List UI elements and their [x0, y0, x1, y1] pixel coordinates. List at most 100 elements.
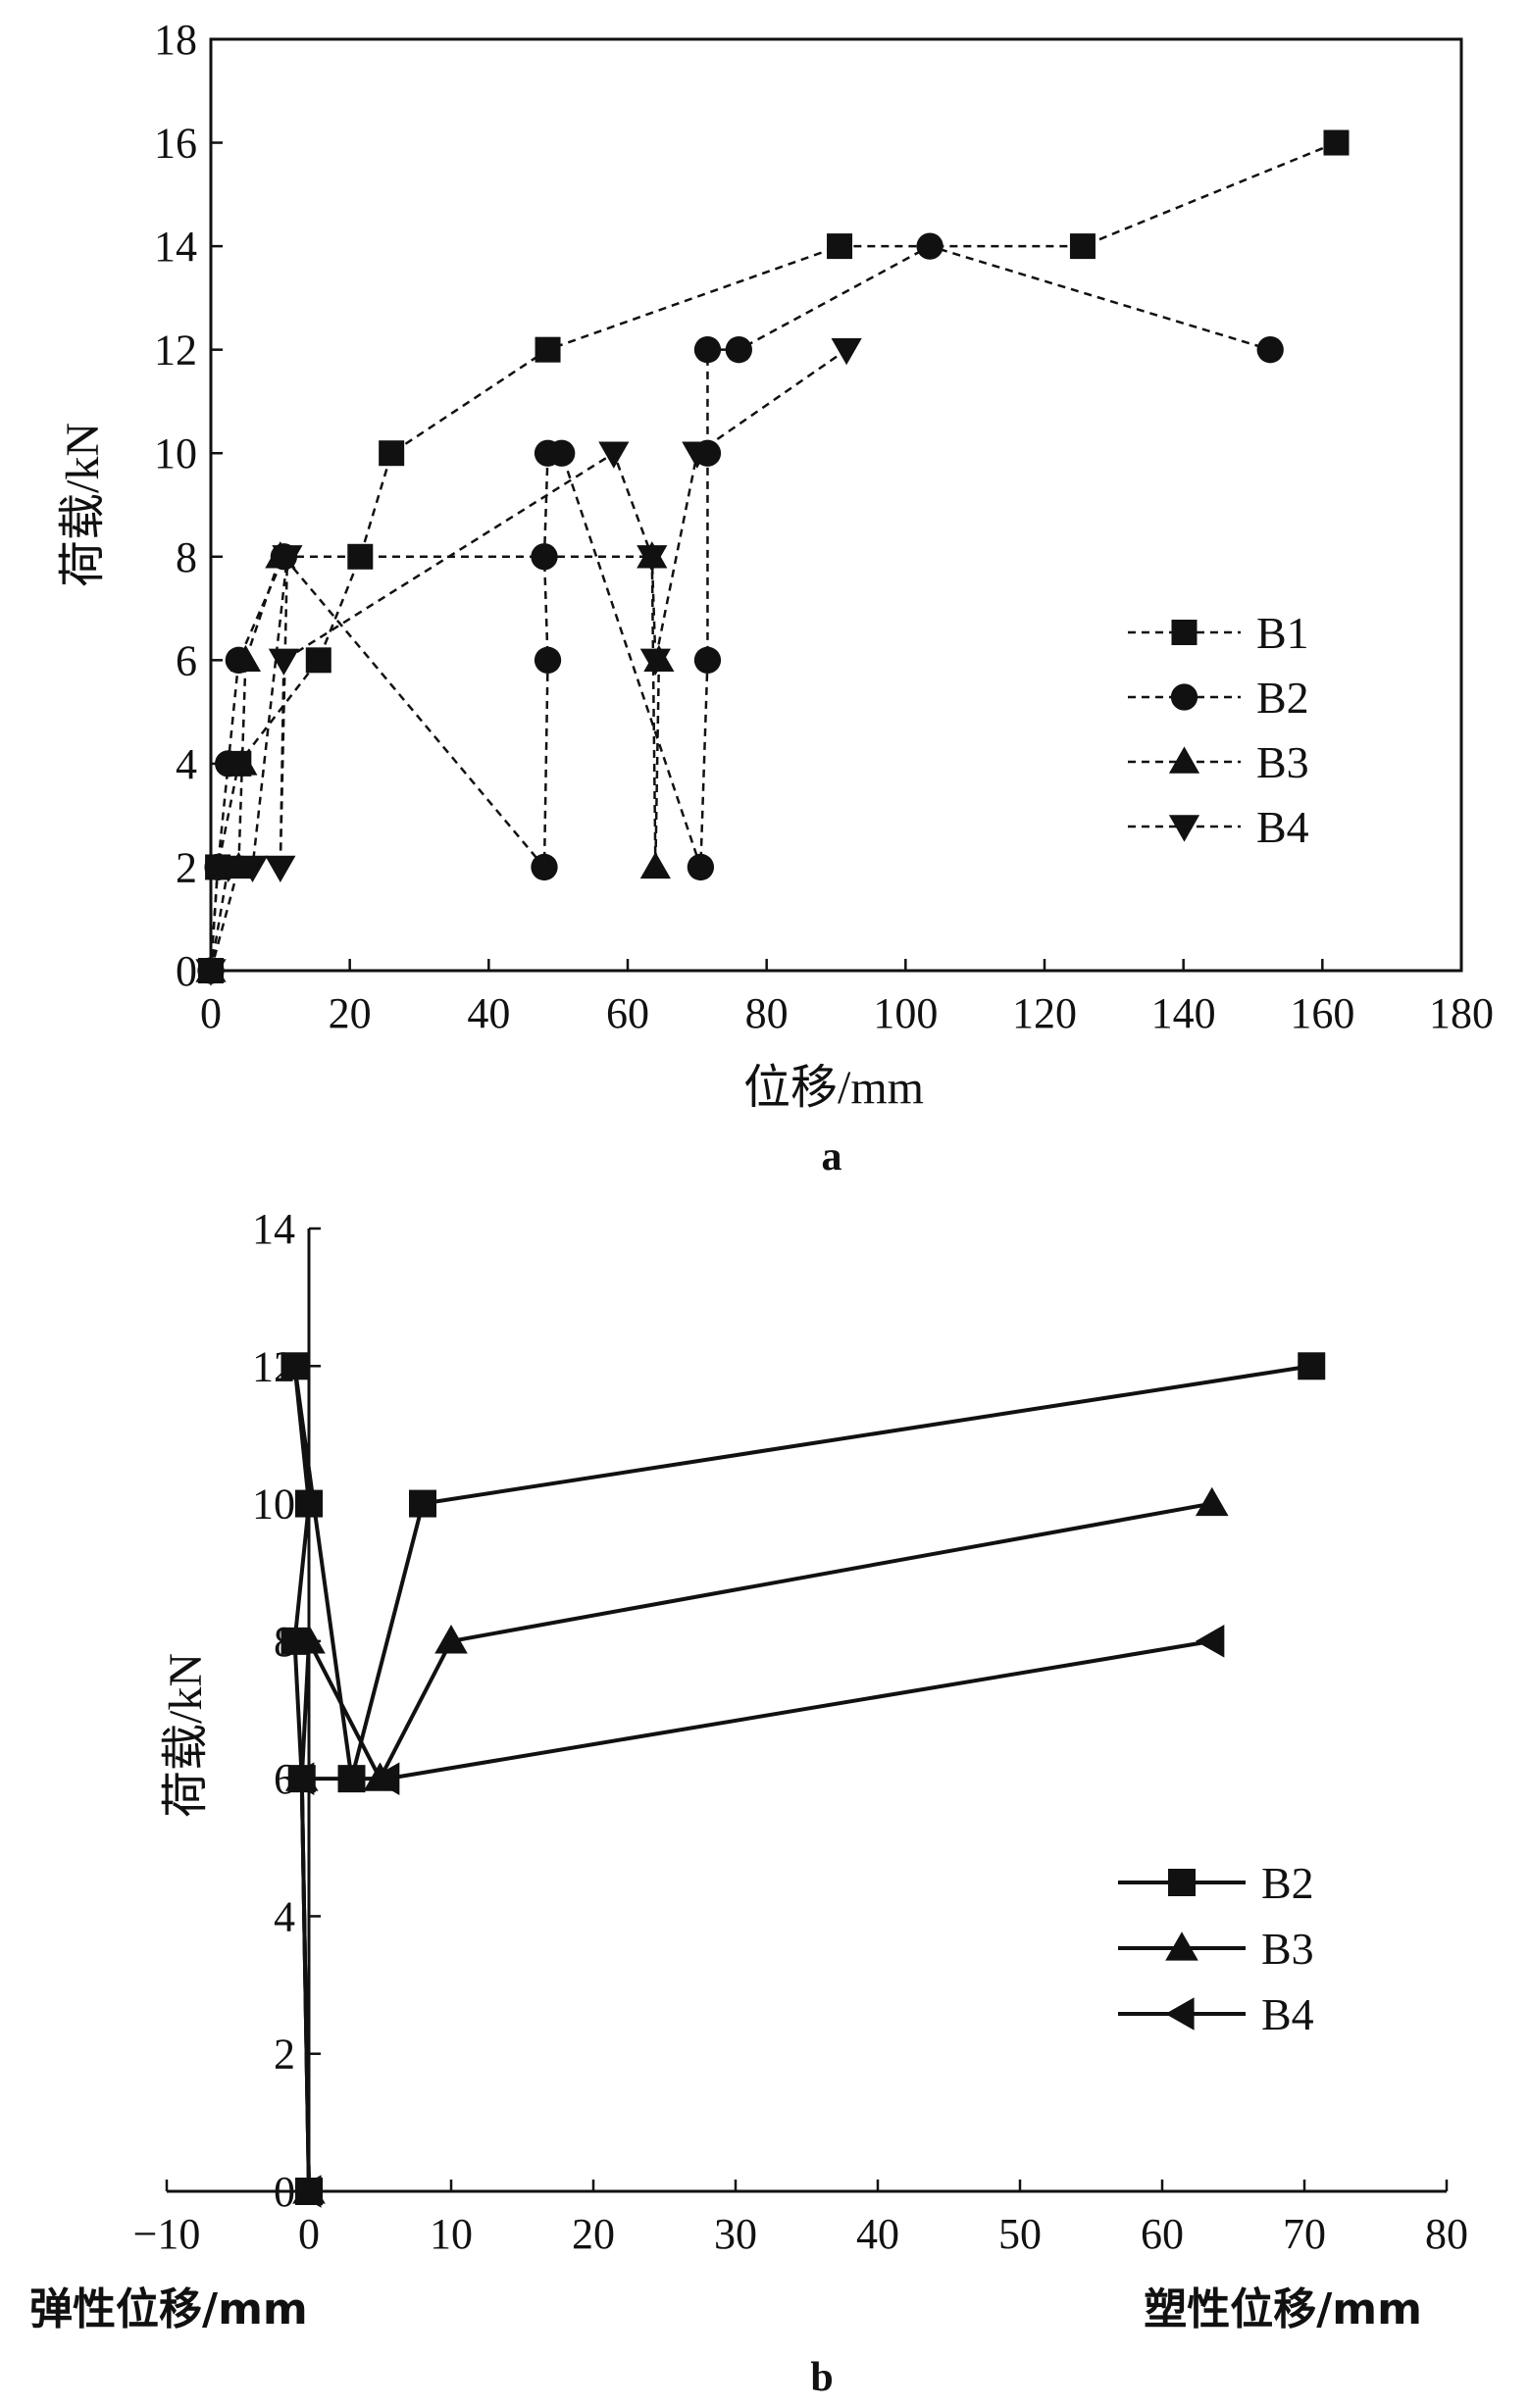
legend-marker: [1165, 1997, 1195, 2031]
x-tick-label: 120: [1012, 989, 1077, 1037]
x-tick-label: 100: [873, 989, 938, 1037]
data-point-b4: [195, 959, 227, 986]
y-tick-label: 10: [154, 429, 197, 477]
legend-marker: [1168, 1869, 1196, 1896]
data-point-b4: [213, 855, 244, 883]
data-point-b2: [531, 853, 558, 881]
series-b4: [195, 337, 862, 986]
y-tick-label: 0: [176, 947, 197, 995]
x-tick-label: 80: [745, 989, 789, 1037]
data-point-b2: [1256, 336, 1284, 364]
data-point-b1: [1069, 233, 1096, 260]
y-tick-label: 2: [274, 2031, 295, 2079]
legend-b: B2 B3 B4: [1118, 1858, 1314, 2039]
x-tick-label: −10: [133, 2210, 201, 2258]
y-tick-label: 0: [274, 2168, 295, 2216]
data-point-b4: [598, 441, 630, 469]
x-axis-label-right-b: 塑性位移/mm: [1144, 2284, 1422, 2334]
x-tick-label: 0: [298, 2210, 320, 2258]
series-line-b1: [209, 141, 1337, 972]
data-point-b2: [548, 439, 576, 467]
x-axis-label-left-b: 弹性位移/mm: [29, 2284, 308, 2334]
data-point-b2: [693, 336, 722, 364]
legend-marker: [1168, 746, 1200, 774]
data-point-b3: [292, 1625, 326, 1654]
data-point-b3: [639, 851, 671, 879]
series-line-b2: [292, 1364, 1312, 2192]
series-b2: [197, 232, 1284, 984]
series-line-b3: [299, 1501, 1213, 2192]
x-tick-label: 40: [467, 989, 510, 1037]
data-point-b3: [1195, 1486, 1229, 1517]
legend-marker: [1168, 815, 1200, 842]
legend-label: B2: [1261, 1858, 1314, 1908]
data-point-b2: [280, 1352, 309, 1380]
data-point-b2: [693, 646, 722, 674]
x-tick-label: 60: [1141, 2210, 1184, 2258]
y-tick-label: 10: [252, 1480, 295, 1529]
series-b4: [284, 1625, 1225, 2208]
legend-marker: [1170, 683, 1198, 711]
legend-label: B3: [1261, 1924, 1314, 1974]
panel-label-b: b: [810, 2355, 833, 2400]
data-point-b4: [236, 855, 269, 883]
y-tick-label: 12: [154, 326, 197, 375]
y-tick-label: 14: [154, 223, 197, 271]
series-line-b2: [209, 244, 1271, 972]
data-point-b4: [292, 2175, 322, 2208]
legend-marker: [1171, 620, 1198, 645]
x-tick-label: 20: [572, 2210, 615, 2258]
x-tick-label: 60: [606, 989, 649, 1037]
data-point-b2: [916, 232, 943, 260]
x-tick-label: 30: [714, 2210, 757, 2258]
x-axis-label-a: 位移/mm: [743, 1062, 924, 1114]
data-point-b1: [1323, 129, 1350, 156]
plot-frame-a: [209, 37, 1463, 973]
legend-label: B2: [1256, 673, 1309, 723]
x-tick-label: 0: [200, 989, 222, 1037]
y-tick-label: 4: [274, 1892, 295, 1940]
legend-label: B4: [1256, 802, 1309, 852]
chart-panel-a: 0 20 40 60 80 100 120 140 160 180024681012141618 …: [57, 16, 1494, 1179]
y-tick-label: 2: [176, 843, 197, 891]
data-point-b1: [379, 440, 405, 467]
y-tick-label: 16: [154, 120, 197, 168]
legend-label: B1: [1256, 608, 1309, 658]
data-point-b1: [535, 336, 561, 363]
data-point-b2: [1298, 1352, 1326, 1380]
data-point-b4: [272, 545, 303, 573]
data-point-b3: [229, 644, 262, 673]
data-point-b2: [409, 1489, 436, 1518]
x-tick-label: 20: [329, 989, 372, 1037]
data-point-b2: [687, 853, 715, 881]
y-tick-label: 18: [154, 16, 197, 64]
y-tick-label: 8: [176, 533, 197, 581]
data-point-b3: [434, 1625, 468, 1654]
data-point-b4: [831, 337, 862, 366]
legend-label: B4: [1261, 1989, 1314, 2039]
series-line-b4: [299, 1638, 1213, 2192]
data-point-b1: [305, 647, 331, 674]
y-tick-label: 4: [176, 740, 197, 788]
panel-label-a: a: [822, 1134, 842, 1179]
data-point-b4: [637, 545, 668, 573]
data-point-b4: [1195, 1625, 1225, 1658]
y-tick-label: 14: [252, 1205, 295, 1253]
legend-marker: [1165, 1931, 1198, 1961]
series-line-b3: [209, 555, 661, 972]
data-point-b4: [370, 1762, 400, 1795]
data-point-b1: [827, 233, 853, 260]
data-point-b2: [534, 646, 562, 674]
y-axis-label-a: 荷载/kN: [57, 423, 109, 587]
x-tick-label: 40: [856, 2210, 899, 2258]
series-b3: [195, 541, 675, 982]
data-point-b2: [725, 336, 752, 364]
data-point-b4: [639, 648, 671, 676]
x-tick-label: 140: [1151, 989, 1216, 1037]
x-tick-label: 160: [1290, 989, 1354, 1037]
legend-a: B1 B2 B3 B4: [1128, 608, 1309, 852]
legend-label: B3: [1256, 737, 1309, 787]
y-tick-label: 6: [176, 636, 197, 684]
